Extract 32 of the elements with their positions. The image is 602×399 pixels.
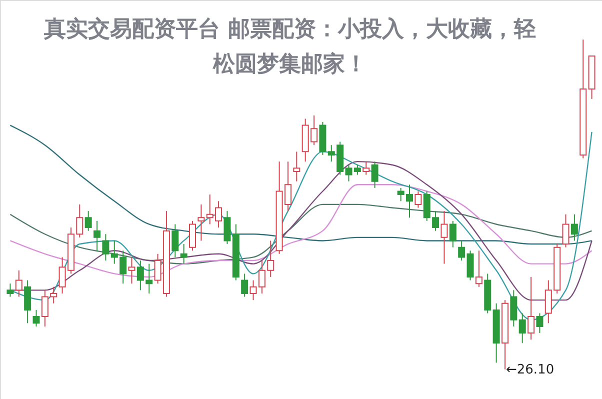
candlestick — [449, 220, 456, 248]
candlestick — [94, 220, 101, 252]
candlestick — [24, 280, 32, 324]
candlestick — [180, 244, 188, 264]
candlestick — [562, 214, 570, 248]
candlestick — [293, 151, 300, 182]
candlestick — [198, 204, 205, 242]
candlestick — [475, 250, 482, 288]
candlestick — [371, 161, 378, 188]
candlestick — [570, 214, 578, 242]
candlestick — [6, 283, 14, 298]
candlestick — [172, 224, 179, 258]
candlestick — [102, 234, 110, 262]
candlestick — [362, 161, 370, 176]
candlestick — [518, 312, 526, 344]
candlestick — [128, 256, 136, 284]
candlestick — [458, 240, 466, 262]
candlestick — [536, 312, 544, 334]
candlestick — [15, 270, 22, 298]
candlestick — [528, 276, 535, 340]
candlestick — [188, 220, 196, 252]
candlestick — [354, 164, 361, 176]
candlestick — [241, 273, 248, 298]
candlestick — [466, 250, 474, 281]
candlestick — [414, 190, 422, 208]
chart-title: 真实交易配资平台 邮票配资：小投入，大收藏，轻松圆梦集邮家！ — [43, 16, 536, 77]
candlestick — [440, 210, 448, 264]
candlestick — [32, 309, 40, 327]
candlestick — [510, 290, 518, 327]
candlestick — [84, 210, 92, 232]
candlestick — [224, 210, 231, 245]
annotation: ←26.10 — [506, 362, 554, 378]
